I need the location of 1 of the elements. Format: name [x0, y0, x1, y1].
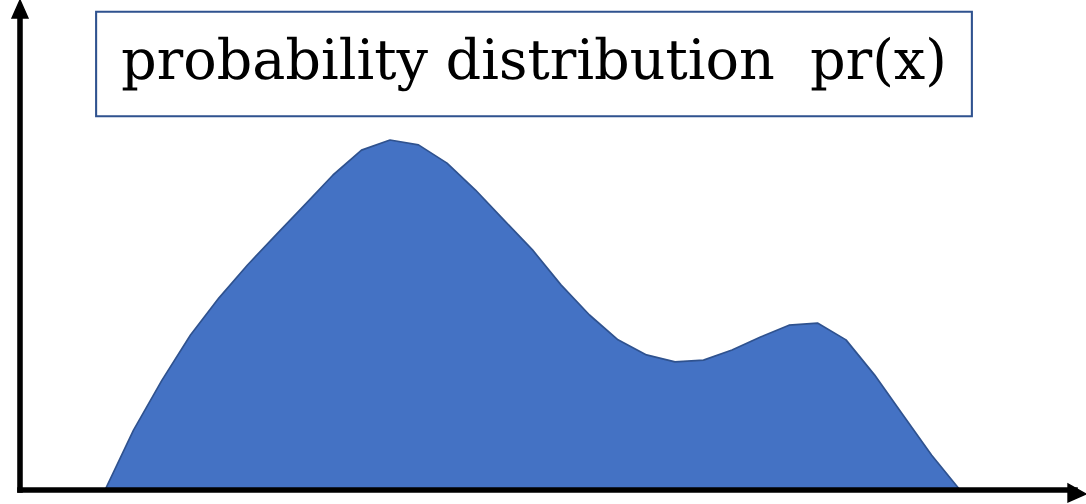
chart-title: probability distribution pr(x): [122, 36, 943, 92]
